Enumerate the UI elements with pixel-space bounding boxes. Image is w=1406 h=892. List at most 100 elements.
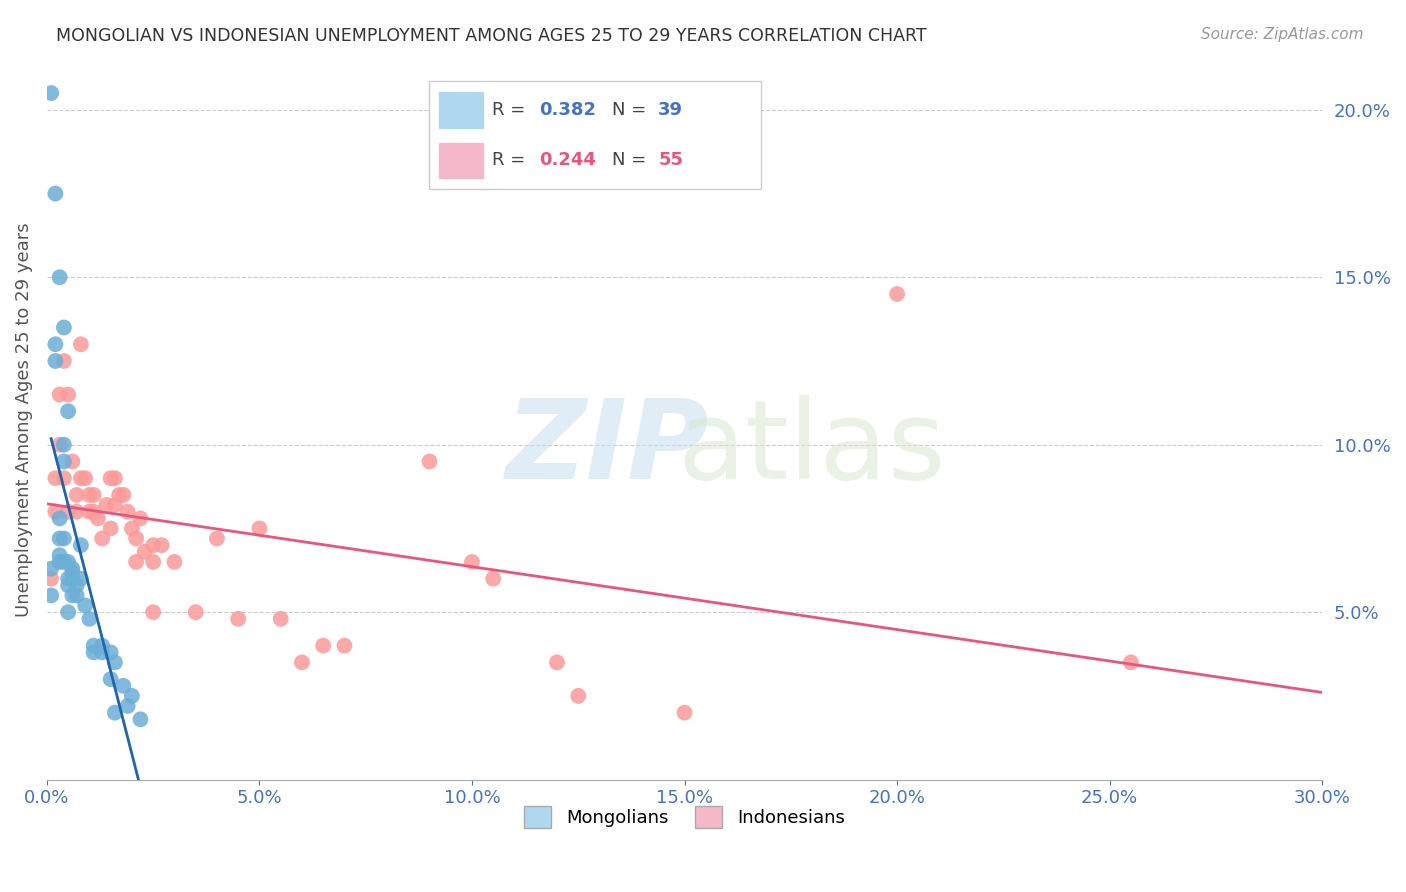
Point — [44, 186, 66, 201]
Text: Source: ZipAtlas.com: Source: ZipAtlas.com — [1201, 27, 1364, 42]
Point — [56, 404, 79, 418]
Point — [312, 639, 335, 653]
Point — [79, 488, 101, 502]
Point — [39, 589, 62, 603]
Point — [91, 639, 114, 653]
Point — [66, 589, 89, 603]
Point — [56, 555, 79, 569]
Point — [83, 505, 105, 519]
Text: MONGOLIAN VS INDONESIAN UNEMPLOYMENT AMONG AGES 25 TO 29 YEARS CORRELATION CHART: MONGOLIAN VS INDONESIAN UNEMPLOYMENT AMO… — [56, 27, 927, 45]
Point — [75, 599, 97, 613]
Point — [134, 545, 156, 559]
Point — [129, 511, 152, 525]
Point — [79, 505, 101, 519]
Point — [546, 656, 568, 670]
Point — [70, 471, 93, 485]
Text: ZIP: ZIP — [506, 395, 710, 502]
Point — [142, 555, 165, 569]
Point — [56, 578, 79, 592]
Point — [60, 589, 83, 603]
Point — [104, 656, 127, 670]
Point — [60, 565, 83, 579]
Legend: Mongolians, Indonesians: Mongolians, Indonesians — [517, 799, 852, 836]
Point — [48, 548, 70, 562]
Point — [39, 572, 62, 586]
Point — [163, 555, 186, 569]
Point — [291, 656, 314, 670]
Point — [52, 320, 75, 334]
Point — [83, 639, 105, 653]
Point — [1119, 656, 1142, 670]
Point — [567, 689, 589, 703]
Point — [48, 532, 70, 546]
Point — [418, 454, 440, 468]
Point — [249, 521, 271, 535]
Point — [60, 572, 83, 586]
Point — [44, 337, 66, 351]
Point — [117, 505, 139, 519]
Point — [117, 698, 139, 713]
Point — [52, 471, 75, 485]
Point — [100, 672, 122, 686]
Point — [270, 612, 292, 626]
Point — [56, 605, 79, 619]
Point — [79, 612, 101, 626]
Point — [56, 505, 79, 519]
Point — [121, 689, 143, 703]
Point — [70, 337, 93, 351]
Point — [226, 612, 249, 626]
Point — [66, 488, 89, 502]
Point — [60, 561, 83, 575]
Point — [70, 572, 93, 586]
Point — [52, 354, 75, 368]
Point — [44, 505, 66, 519]
Point — [83, 488, 105, 502]
Point — [87, 511, 110, 525]
Y-axis label: Unemployment Among Ages 25 to 29 years: Unemployment Among Ages 25 to 29 years — [15, 222, 32, 617]
Point — [184, 605, 207, 619]
Point — [70, 538, 93, 552]
Point — [100, 471, 122, 485]
Point — [52, 438, 75, 452]
Text: atlas: atlas — [678, 395, 946, 502]
Point — [482, 572, 505, 586]
Point — [39, 561, 62, 575]
Point — [48, 438, 70, 452]
Point — [66, 578, 89, 592]
Point — [48, 555, 70, 569]
Point — [48, 511, 70, 525]
Point — [48, 387, 70, 401]
Point — [52, 532, 75, 546]
Point — [129, 712, 152, 726]
Point — [112, 679, 135, 693]
Point — [91, 532, 114, 546]
Point — [96, 498, 118, 512]
Point — [44, 354, 66, 368]
Point — [112, 488, 135, 502]
Point — [125, 555, 148, 569]
Point — [142, 605, 165, 619]
Point — [91, 645, 114, 659]
Point — [48, 270, 70, 285]
Point — [100, 645, 122, 659]
Point — [121, 521, 143, 535]
Point — [52, 555, 75, 569]
Point — [39, 86, 62, 100]
Point — [886, 287, 908, 301]
Point — [104, 706, 127, 720]
Point — [66, 505, 89, 519]
Point — [56, 387, 79, 401]
Point — [333, 639, 356, 653]
Point — [60, 454, 83, 468]
Point — [108, 488, 131, 502]
Point — [150, 538, 173, 552]
Point — [461, 555, 484, 569]
Point — [52, 454, 75, 468]
Point — [75, 471, 97, 485]
Point — [100, 521, 122, 535]
Point — [125, 532, 148, 546]
Point — [104, 471, 127, 485]
Point — [83, 645, 105, 659]
Point — [205, 532, 228, 546]
Point — [673, 706, 696, 720]
